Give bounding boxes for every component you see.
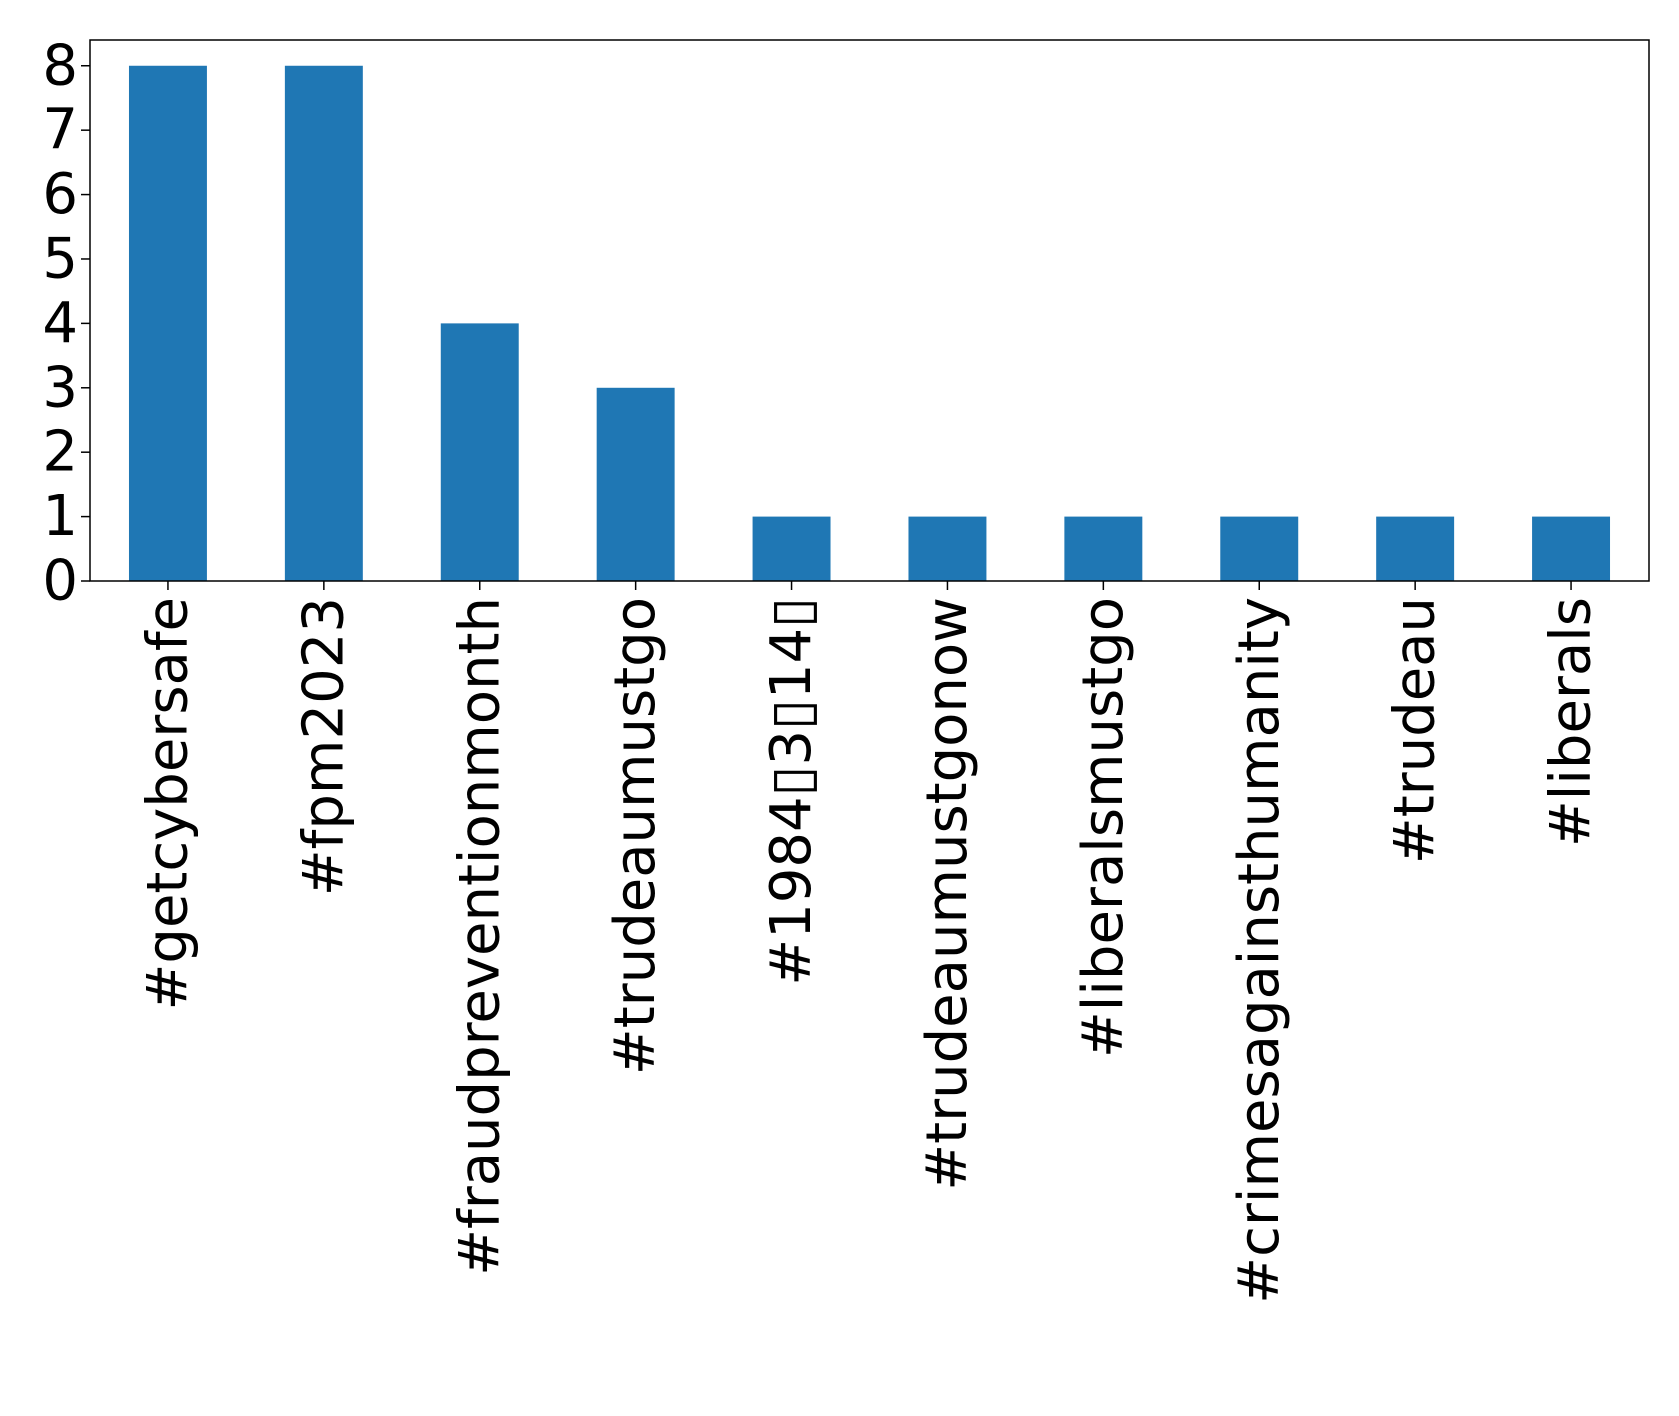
y-tick-label-6: 6	[42, 162, 78, 227]
bar-7	[1220, 516, 1299, 581]
x-tick-label-3: #trudeaumustgo	[603, 597, 668, 1075]
x-tick-label-4: #1984▯3▯14▯	[759, 597, 824, 986]
x-tick-label-1: #fpm2023	[291, 597, 356, 896]
x-tick-label-2: #fraudpreventionmonth	[447, 597, 512, 1276]
bar-4	[752, 516, 831, 581]
x-tick-label-6: #liberalsmustgo	[1071, 597, 1136, 1058]
x-tick-label-7: #crimesagainsthumanity	[1227, 597, 1292, 1304]
bar-1	[284, 65, 363, 581]
x-tick-label-5: #trudeaumustgonow	[915, 597, 980, 1191]
bar-2	[440, 323, 519, 581]
y-tick-label-5: 5	[42, 226, 78, 291]
y-tick-label-3: 3	[42, 355, 78, 420]
x-tick-label-0: #getcybersafe	[135, 597, 200, 1011]
bar-8	[1376, 516, 1455, 581]
bars-layer	[128, 65, 1611, 581]
x-tick-label-8: #trudeau	[1383, 597, 1448, 864]
y-tick-label-8: 8	[42, 33, 78, 98]
y-tick-label-1: 1	[42, 484, 78, 549]
y-tick-label-7: 7	[42, 98, 78, 163]
y-tick-label-2: 2	[42, 420, 78, 485]
plot-frame	[89, 39, 1650, 582]
bar-6	[1064, 516, 1143, 581]
y-tick-label-4: 4	[42, 291, 78, 356]
y-tick-label-0: 0	[42, 549, 78, 614]
bar-5	[908, 516, 987, 581]
x-tick-label-9: #liberals	[1539, 597, 1604, 847]
x-axis: #getcybersafe #fpm2023 #fraudpreventionmon…	[135, 581, 1604, 1304]
bar-0	[128, 65, 207, 581]
bar-9	[1532, 516, 1611, 581]
bar-3	[596, 387, 675, 581]
